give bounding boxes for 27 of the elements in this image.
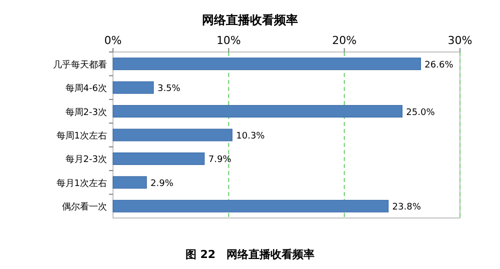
caption: 图 22 网络直播收看频率	[185, 248, 315, 261]
bar	[112, 176, 147, 189]
y-tick-label: 每周2-3次	[65, 106, 107, 118]
bar	[112, 58, 421, 70]
y-tick-label: 每月2-3次	[65, 154, 107, 166]
data-label: 25.0%	[406, 108, 436, 118]
y-tick-label: 每月1次左右	[56, 178, 107, 189]
x-tick-label: 10%	[216, 34, 241, 47]
x-tick-label: 0%	[104, 34, 122, 47]
bar	[112, 128, 232, 142]
x-tick-label: 30%	[448, 34, 472, 47]
y-tick-label: 每周1次左右	[56, 130, 107, 142]
chart-title: 网络直播收看频率	[202, 13, 298, 27]
data-label: 10.3%	[236, 132, 266, 142]
data-label: 23.8%	[392, 202, 422, 213]
y-tick-label: 几乎每天都看	[53, 59, 107, 70]
data-label: 2.9%	[150, 178, 174, 189]
bar	[112, 81, 154, 94]
data-label: 26.6%	[424, 60, 454, 70]
bar	[112, 200, 389, 212]
data-label: 3.5%	[157, 84, 181, 94]
bar	[112, 105, 402, 118]
bar	[112, 152, 205, 165]
data-label: 7.9%	[208, 155, 232, 166]
y-tick-label: 偶尔看一次	[62, 202, 107, 213]
y-tick-label: 每周4-6次	[65, 83, 107, 94]
x-tick-label: 20%	[332, 34, 357, 47]
